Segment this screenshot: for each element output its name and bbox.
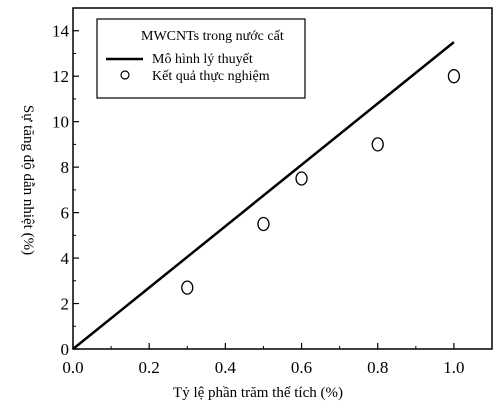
legend-circle-swatch [120,70,130,80]
y-tick-label: 10 [52,113,69,132]
x-tick-label: 0.0 [62,358,83,377]
legend-entry-experiment: Kết quả thực nghiệm [152,69,270,84]
y-tick-label: 4 [61,249,70,268]
x-tick-label: 0.8 [367,358,388,377]
x-tick-label: 0.4 [215,358,237,377]
y-axis-label: Sự tăng độ dẫn nhiệt (%) [20,105,36,255]
y-tick-label: 6 [61,204,70,223]
plot-area-frame [72,7,493,350]
x-tick-label: 0.2 [139,358,160,377]
y-tick-label: 2 [61,295,70,314]
y-tick-label: 0 [61,340,70,359]
x-tick-label: 0.6 [291,358,312,377]
y-tick-label: 8 [61,158,70,177]
legend-title: MWCNTs trong nước cất [141,29,284,44]
data-marks [72,41,461,350]
experiment-point [295,171,308,186]
legend-entry-model: Mô hình lý thuyết [152,52,253,67]
experiment-point [447,69,461,84]
experiment-point [257,216,270,232]
axis-ticks: 0.0 0.2 0.4 0.6 0.8 1.0 0 2 4 6 8 10 12 14 [52,22,493,377]
legend: MWCNTs trong nước cất Mô hình lý thuyết … [96,18,306,99]
experiment-point [181,280,194,295]
plot-frame [72,7,493,350]
x-axis-label: Tỷ lệ phần trăm thể tích (%) [173,385,343,401]
x-tick-label: 1.0 [443,358,464,377]
y-tick-label: 12 [52,67,69,86]
y-tick-label: 14 [52,22,70,41]
model-line [72,41,455,350]
experiment-point [371,137,384,152]
